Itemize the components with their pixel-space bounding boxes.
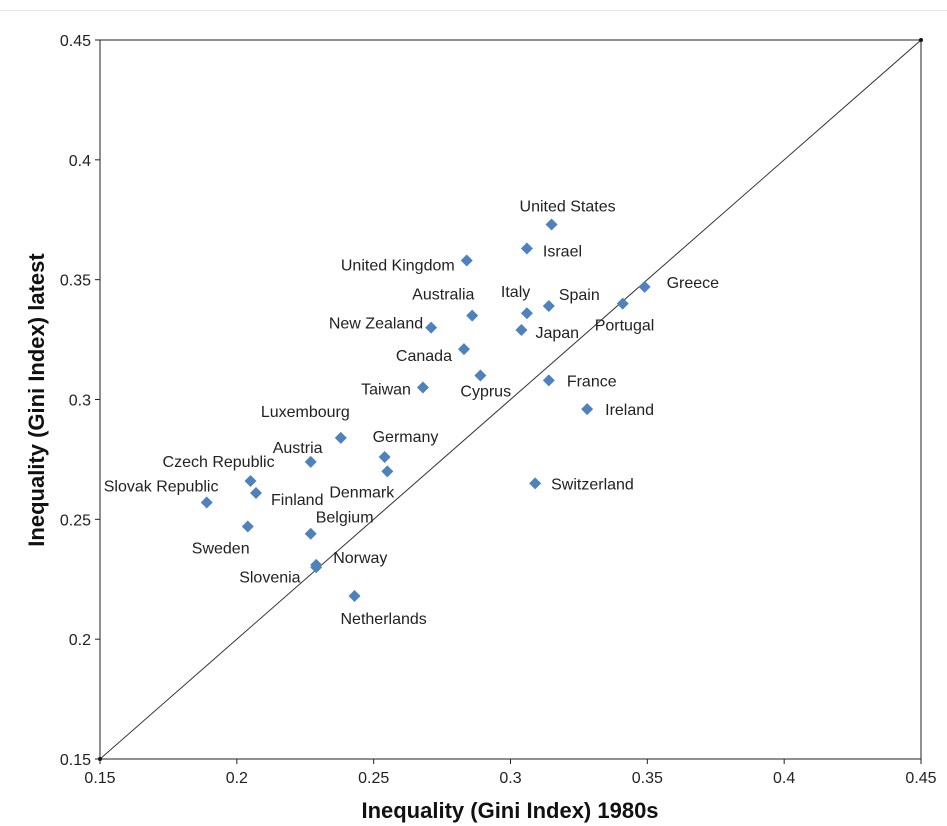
y-tick-label: 0.35 xyxy=(60,273,91,290)
data-point-label: Czech Republic xyxy=(163,454,275,471)
data-point-marker xyxy=(378,451,391,464)
data-point-marker xyxy=(304,455,317,468)
data-point-label: France xyxy=(567,373,617,390)
data-point-marker xyxy=(542,374,555,387)
data-point-label: Australia xyxy=(412,287,474,304)
y-tick-label: 0.4 xyxy=(69,153,91,170)
data-point-marker xyxy=(244,474,257,487)
x-tick-label: 0.15 xyxy=(84,770,115,787)
y-tick-label: 0.15 xyxy=(60,752,91,769)
data-point-label: Portugal xyxy=(595,318,655,335)
data-point-label: New Zealand xyxy=(329,316,423,333)
data-point-label: Switzerland xyxy=(551,476,634,493)
data-point-label: United Kingdom xyxy=(341,257,455,274)
data-point-marker xyxy=(616,297,629,310)
data-point-marker xyxy=(334,431,347,444)
data-point-label: United States xyxy=(520,199,616,216)
y-axis-ticks: 0.15 0.2 0.25 0.3 0.35 0.4 0.45 xyxy=(60,33,100,769)
data-point-marker xyxy=(310,561,323,574)
data-point-label: Luxembourg xyxy=(261,404,350,421)
data-point-label: Ireland xyxy=(605,402,654,419)
data-point-marker xyxy=(304,527,317,540)
data-point-marker xyxy=(348,590,361,603)
data-point-marker xyxy=(542,300,555,313)
data-point-marker xyxy=(249,486,262,499)
data-point-label: Austria xyxy=(273,440,323,457)
x-tick-label: 0.45 xyxy=(905,770,936,787)
data-point-label: Israel xyxy=(543,244,582,261)
data-point-marker xyxy=(520,307,533,320)
data-point-marker xyxy=(529,477,542,490)
data-point-marker xyxy=(515,323,528,336)
x-axis-title: Inequality (Gini Index) 1980s xyxy=(361,798,658,823)
data-point-label: Italy xyxy=(501,284,530,301)
data-point-marker xyxy=(416,381,429,394)
data-point-label: Slovak Republic xyxy=(104,479,219,496)
data-point-label: Spain xyxy=(559,287,600,304)
x-tick-label: 0.3 xyxy=(499,770,521,787)
y-tick-label: 0.2 xyxy=(69,632,91,649)
data-point-label: Norway xyxy=(333,550,387,567)
reference-diagonal-line xyxy=(99,39,922,760)
data-point-label: Taiwan xyxy=(361,382,411,399)
data-point-marker xyxy=(545,218,558,231)
data-point-label: Sweden xyxy=(192,541,250,558)
data-point-marker xyxy=(520,242,533,255)
point-labels: United States Israel United Kingdom Greece P… xyxy=(104,199,719,628)
data-point-marker xyxy=(425,321,438,334)
y-tick-label: 0.45 xyxy=(60,33,91,50)
top-divider xyxy=(0,10,947,11)
data-point-marker xyxy=(200,496,213,509)
x-tick-label: 0.2 xyxy=(226,770,248,787)
x-tick-label: 0.35 xyxy=(632,770,663,787)
data-point-label: Belgium xyxy=(316,510,374,527)
data-point-label: Canada xyxy=(396,348,452,365)
y-tick-label: 0.25 xyxy=(60,512,91,529)
data-point-label: Japan xyxy=(535,325,579,342)
data-point-label: Finland xyxy=(271,492,323,509)
data-point-label: Cyprus xyxy=(460,384,511,401)
data-points xyxy=(200,218,651,603)
data-point-marker xyxy=(466,309,479,322)
data-point-label: Denmark xyxy=(329,484,395,501)
data-point-label: Netherlands xyxy=(341,611,427,628)
x-tick-label: 0.25 xyxy=(358,770,389,787)
data-point-marker xyxy=(581,403,594,416)
x-axis-ticks: 0.15 0.2 0.25 0.3 0.35 0.4 0.45 xyxy=(84,759,937,787)
x-tick-label: 0.4 xyxy=(773,770,795,787)
data-point-marker xyxy=(638,280,651,293)
y-axis-title: Inequality (Gini Index) latest xyxy=(24,253,49,547)
diagonal-endpoint xyxy=(919,38,923,42)
data-point-marker xyxy=(241,520,254,533)
data-point-label: Slovenia xyxy=(239,569,300,586)
data-point-marker xyxy=(474,369,487,382)
data-point-marker xyxy=(460,254,473,267)
data-point-marker xyxy=(381,465,394,478)
data-point-label: Germany xyxy=(373,429,439,446)
y-tick-label: 0.3 xyxy=(69,393,91,410)
data-point-label: Greece xyxy=(667,275,720,292)
data-point-marker xyxy=(457,343,470,356)
